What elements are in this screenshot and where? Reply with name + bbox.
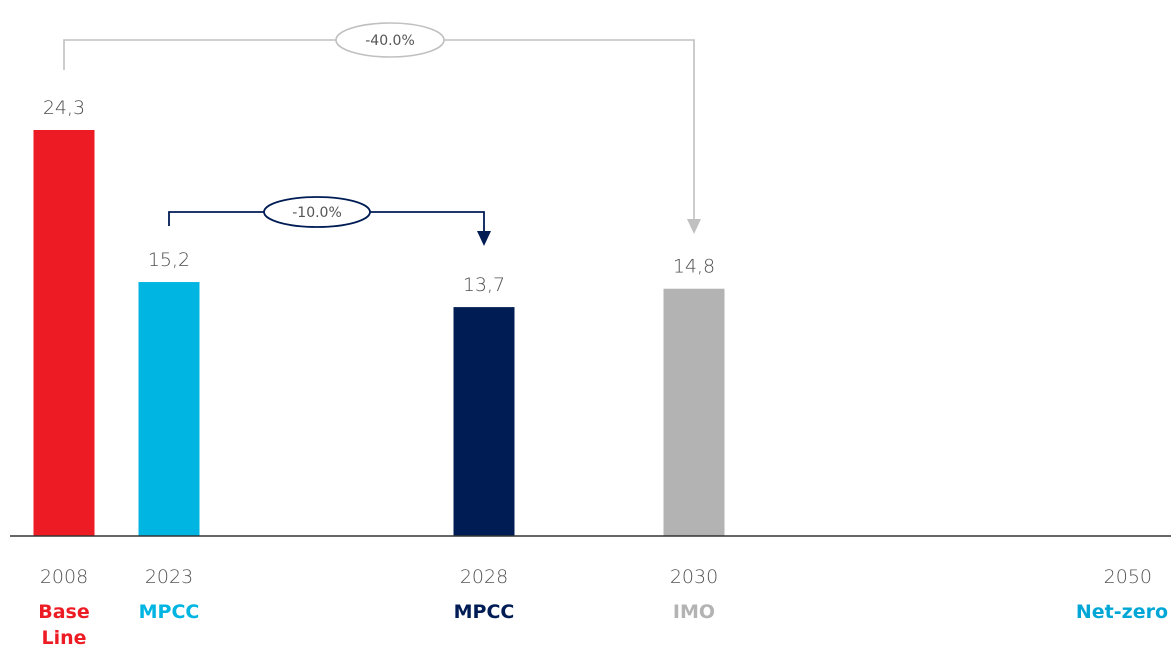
bar-2023 [138, 282, 200, 536]
x-tick-label-2008: 2008 [40, 566, 88, 588]
x-tick-label-2028: 2028 [460, 566, 508, 588]
bar-2028 [453, 307, 515, 536]
category-label-2008: Base Line [38, 601, 90, 649]
value-label-2023: 15,2 [148, 249, 190, 271]
category-label-2030: IMO [673, 601, 715, 623]
category-label-2028: MPCC [454, 601, 515, 623]
x-tick-label-2050: 2050 [1104, 566, 1152, 588]
change-percent-label: -40.0% [365, 33, 415, 49]
value-label-2008: 24,3 [43, 97, 85, 119]
category-label-2050: Net-zero [1076, 601, 1168, 623]
change-badge [263, 196, 371, 228]
x-tick-label-2030: 2030 [670, 566, 718, 588]
change-percent-label: -10.0% [292, 205, 342, 221]
bar-2008 [33, 130, 95, 536]
arrow-down-icon [687, 219, 701, 234]
category-label-2023: MPCC [139, 601, 200, 623]
change-badge [335, 22, 445, 58]
bars-layer [33, 130, 725, 536]
annotations-layer: -40.0% -10.0% [63, 22, 701, 246]
arrow-down-icon [477, 231, 491, 246]
change-bracket-2008-2030: -40.0% [63, 22, 701, 234]
value-label-2028: 13,7 [463, 274, 505, 296]
bar-2030 [663, 288, 725, 536]
value-label-2030: 14,8 [673, 256, 715, 278]
labels-layer: 24,3 2008 Base Line 15,2 2023 MPCC 13,7 2028 MPCC… [38, 97, 1168, 649]
x-tick-label-2023: 2023 [145, 566, 193, 588]
change-bracket-2023-2028: -10.0% [168, 196, 491, 246]
bracket-line [63, 39, 695, 220]
